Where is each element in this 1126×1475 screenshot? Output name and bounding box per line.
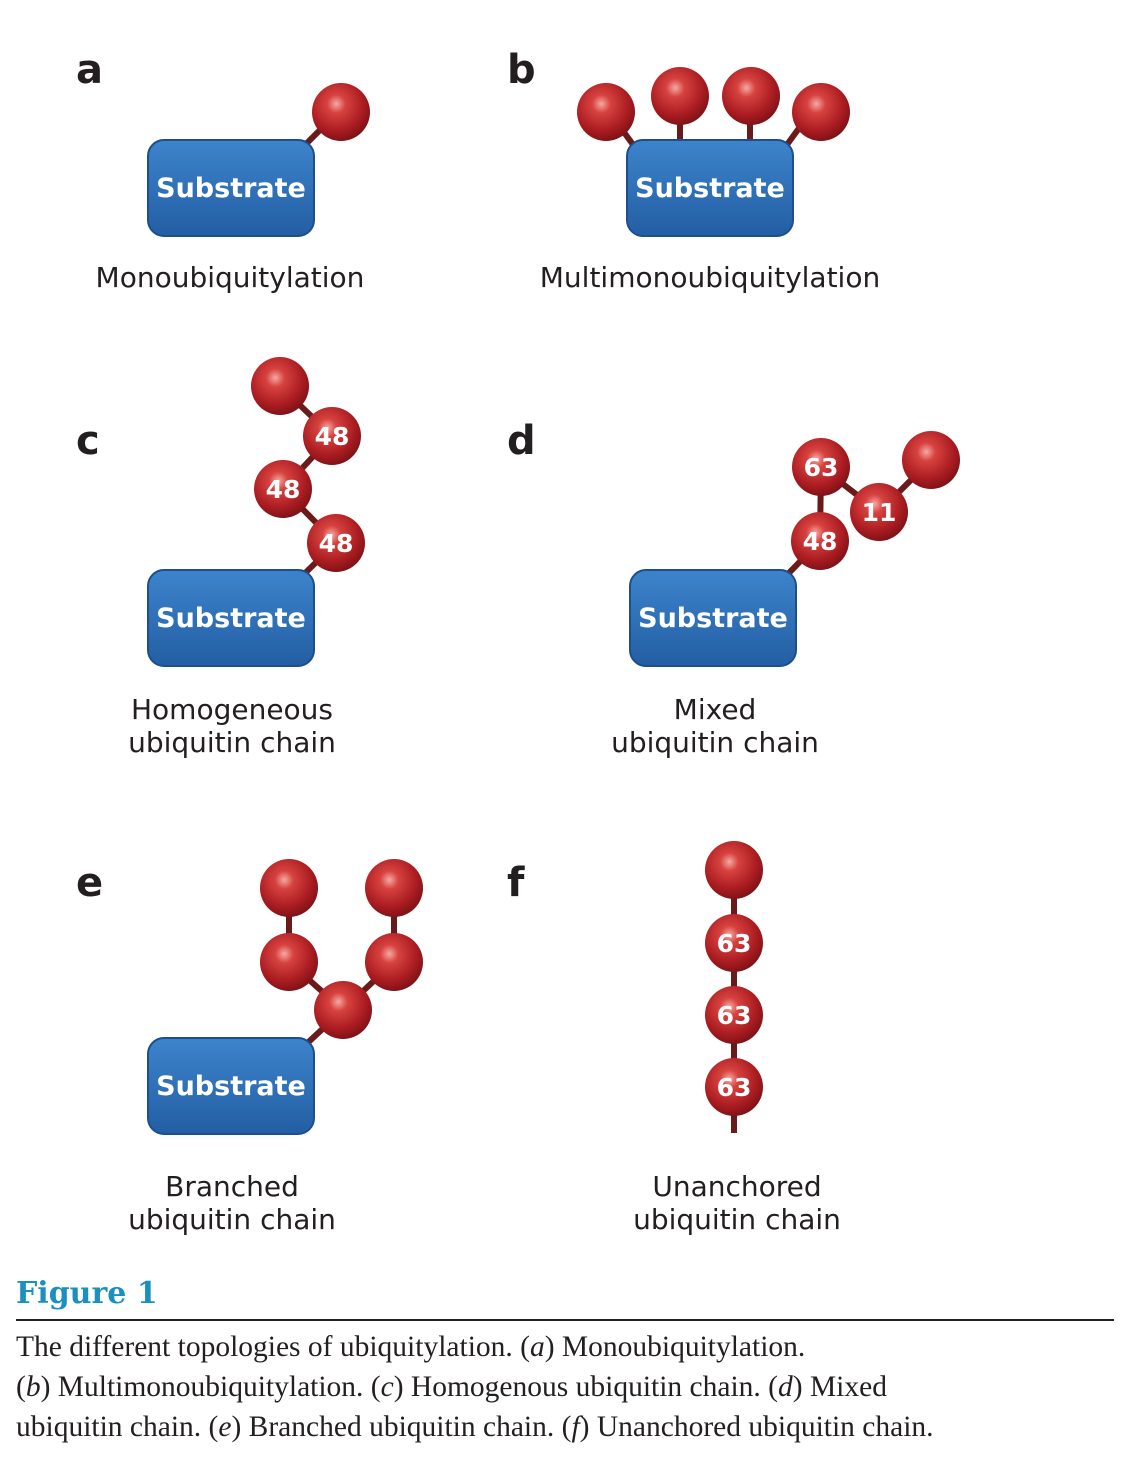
caption-line: (b) Multimonoubiquitylation. (c) Homogen… (16, 1367, 1116, 1407)
substrate-box (626, 139, 794, 237)
caption-line: The different topologies of ubiquitylati… (16, 1327, 1116, 1367)
caption-text: ubiquitin chain. ( (16, 1411, 219, 1443)
caption-text: ) Unanchored ubiquitin chain. (579, 1411, 934, 1443)
panel-caption: ubiquitin chain (128, 726, 336, 759)
caption-text: ) Homogenous ubiquitin chain. ( (393, 1371, 778, 1403)
ubiquitin-sphere (251, 357, 309, 415)
linkage-label: 63 (717, 1073, 752, 1102)
ubiquitin-sphere (577, 83, 635, 141)
ubiquitin-sphere (705, 841, 763, 899)
caption-text: ) Multimonoubiquitylation. ( (40, 1371, 381, 1403)
caption-panel-ref: a (529, 1331, 545, 1363)
substrate-label: Substrate (156, 173, 306, 204)
ubiquitin-sphere (260, 933, 318, 991)
linkage-label: 48 (266, 475, 301, 504)
substrate-label: Substrate (156, 1071, 306, 1102)
caption-text: ) Monoubiquitylation. (544, 1331, 806, 1363)
caption-line: ubiquitin chain. (e) Branched ubiquitin … (16, 1407, 1116, 1447)
panel-caption: ubiquitin chain (633, 1203, 841, 1236)
panel-caption: Unanchored (652, 1170, 821, 1203)
caption-text: ) Mixed (792, 1371, 887, 1403)
caption-text: ( (16, 1371, 26, 1403)
panel-letter: a (76, 47, 103, 93)
ubiquitin-sphere (705, 1058, 763, 1116)
substrate-label: Substrate (635, 173, 785, 204)
panel-letter: b (507, 47, 536, 93)
panel-caption: Homogeneous (131, 693, 333, 726)
caption-text: The different topologies of ubiquitylati… (16, 1331, 530, 1363)
substrate-box (147, 1037, 315, 1135)
panel-caption: ubiquitin chain (128, 1203, 336, 1236)
substrate-label: Substrate (156, 603, 306, 634)
linkage-label: 11 (862, 498, 897, 527)
caption-panel-ref: b (25, 1371, 41, 1403)
figure-caption: The different topologies of ubiquitylati… (16, 1327, 1116, 1447)
panel-letter: f (507, 860, 525, 906)
panel-a: a Substrate Monoubiquitylation (76, 47, 370, 294)
ubiquitin-sphere (365, 933, 423, 991)
panel-caption: Branched (165, 1170, 299, 1203)
ubiquitin-sphere (791, 512, 849, 570)
panel-caption: ubiquitin chain (611, 726, 819, 759)
ubiquitin-sphere (705, 986, 763, 1044)
panel-caption: Multimonoubiquitylation (540, 261, 880, 294)
caption-divider (16, 1319, 1114, 1321)
caption-text: ) Branched ubiquitin chain. ( (231, 1411, 572, 1443)
substrate-box (147, 139, 315, 237)
substrate-box (629, 569, 797, 667)
linkage-label: 48 (803, 527, 838, 556)
caption-panel-ref: c (380, 1371, 394, 1403)
linkage-label: 63 (804, 453, 839, 482)
ubiquitin-sphere (902, 431, 960, 489)
caption-panel-ref: e (218, 1411, 232, 1443)
figure-label: Figure 1 (16, 1276, 158, 1311)
linkage-label: 63 (717, 1001, 752, 1030)
panel-letter: d (507, 418, 536, 464)
panel-b: b Substrate Multimonoubiquitylation (507, 47, 880, 294)
caption-panel-ref: f (571, 1411, 580, 1443)
caption-panel-ref: d (778, 1371, 793, 1403)
ubiquitin-sphere (365, 859, 423, 917)
ubiquitin-sphere (792, 438, 850, 496)
ubiquitin-sphere (312, 83, 370, 141)
linkage-label: 48 (315, 422, 350, 451)
substrate-label: Substrate (638, 603, 788, 634)
ubiquitin-sphere (254, 460, 312, 518)
ubiquitin-sphere (705, 914, 763, 972)
linkage-label: 63 (717, 929, 752, 958)
ubiquitin-sphere (850, 483, 908, 541)
ubiquitin-sphere (303, 407, 361, 465)
panel-caption: Mixed (674, 693, 757, 726)
substrate-box (147, 569, 315, 667)
ubiquitin-sphere (314, 981, 372, 1039)
panel-letter: e (76, 860, 103, 906)
ubiquitin-sphere (792, 83, 850, 141)
linkage-label: 48 (319, 529, 354, 558)
ubiquitin-sphere (307, 514, 365, 572)
ubiquitin-sphere (722, 67, 780, 125)
panel-letter: c (76, 418, 100, 464)
ubiquitylation-diagram: a Substrate Monoubiquitylation b Substrate Mu… (76, 47, 960, 1236)
ubiquitin-sphere (651, 67, 709, 125)
ubiquitin-sphere (260, 859, 318, 917)
panel-caption: Monoubiquitylation (96, 261, 365, 294)
